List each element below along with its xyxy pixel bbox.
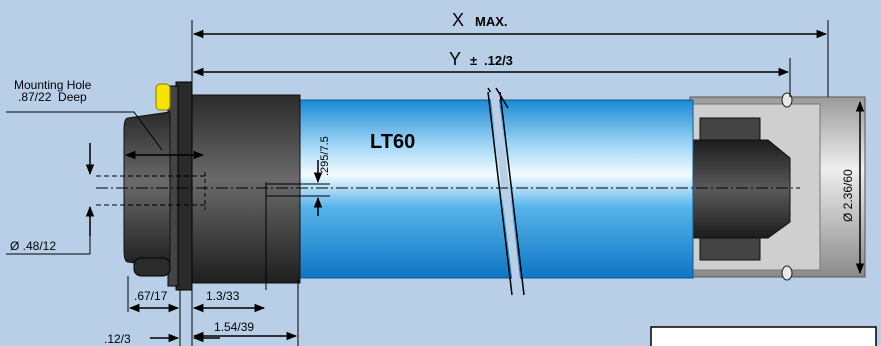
motor-head	[189, 94, 301, 284]
dim-67-label: .67/17	[134, 289, 168, 303]
mounting-hole-leader	[6, 111, 163, 151]
title-box	[650, 326, 877, 346]
mounting-hole-line2: .87/22 Deep	[18, 90, 87, 104]
dia-236-label: Ø 2.36/60	[841, 169, 855, 222]
x-suffix: MAX.	[475, 14, 508, 29]
y-pm: ±	[470, 53, 477, 68]
dia-48-label: Ø .48/12	[10, 239, 56, 253]
dim-295-label: .295/7.5	[319, 136, 331, 176]
break-gap	[490, 92, 522, 295]
limit-screw-bottom	[133, 257, 171, 277]
dim-12-label: .12/3	[104, 332, 131, 346]
mounting-hole-line1: Mounting Hole	[14, 78, 92, 92]
model-label: LT60	[370, 131, 415, 153]
mounting-boss	[123, 111, 171, 269]
dim-154-label: 1.54/39	[214, 320, 254, 334]
drive-crown	[687, 139, 791, 239]
x-letter: X	[452, 10, 464, 30]
crown-ridge	[699, 117, 761, 141]
dim-13-label: 1.3/33	[206, 289, 240, 303]
yellow-cap	[155, 83, 171, 111]
crown-ridge-2	[699, 237, 761, 261]
y-tol: .12/3	[484, 53, 513, 68]
y-letter: Y	[449, 49, 461, 69]
break-line	[487, 91, 525, 296]
tube-clip-bottom	[781, 265, 793, 281]
